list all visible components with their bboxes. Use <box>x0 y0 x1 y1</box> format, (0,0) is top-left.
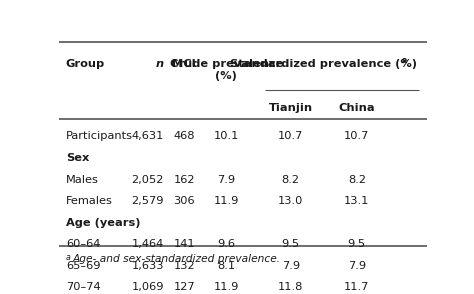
Text: 9.5: 9.5 <box>348 239 366 249</box>
Text: 9.6: 9.6 <box>218 239 236 249</box>
Text: Age- and sex-standardized prevalence.: Age- and sex-standardized prevalence. <box>72 254 280 264</box>
Text: 10.7: 10.7 <box>278 131 303 141</box>
Text: Age (years): Age (years) <box>66 218 140 228</box>
Text: Participants: Participants <box>66 131 133 141</box>
Text: 1,069: 1,069 <box>131 282 164 292</box>
Text: 10.1: 10.1 <box>214 131 239 141</box>
Text: Standardized prevalence (%): Standardized prevalence (%) <box>230 59 417 69</box>
Text: 10.7: 10.7 <box>344 131 370 141</box>
Text: Group: Group <box>66 59 105 69</box>
Text: 11.8: 11.8 <box>278 282 303 292</box>
Text: 306: 306 <box>173 196 195 206</box>
Text: n: n <box>156 59 164 69</box>
Text: 13.0: 13.0 <box>278 196 303 206</box>
Text: 468: 468 <box>173 131 195 141</box>
Text: MCI: MCI <box>172 59 196 69</box>
Text: 70–74: 70–74 <box>66 282 100 292</box>
Text: 7.9: 7.9 <box>348 260 366 270</box>
Text: a: a <box>401 56 407 65</box>
Text: 127: 127 <box>173 282 195 292</box>
Text: 11.9: 11.9 <box>214 196 239 206</box>
Text: 1,633: 1,633 <box>131 260 164 270</box>
Text: Females: Females <box>66 196 113 206</box>
Text: 7.9: 7.9 <box>282 260 300 270</box>
Text: Tianjin: Tianjin <box>269 103 313 113</box>
Text: 65–69: 65–69 <box>66 260 100 270</box>
Text: 9.5: 9.5 <box>282 239 300 249</box>
Text: 13.1: 13.1 <box>344 196 370 206</box>
Text: 60–64: 60–64 <box>66 239 100 249</box>
Text: China: China <box>338 103 375 113</box>
Text: 8.1: 8.1 <box>218 260 236 270</box>
Text: 4,631: 4,631 <box>132 131 164 141</box>
Text: 8.2: 8.2 <box>348 175 366 185</box>
Text: 8.2: 8.2 <box>282 175 300 185</box>
Text: 2,579: 2,579 <box>131 196 164 206</box>
Text: 7.9: 7.9 <box>218 175 236 185</box>
Text: 141: 141 <box>173 239 195 249</box>
Text: Males: Males <box>66 175 99 185</box>
Text: 11.9: 11.9 <box>214 282 239 292</box>
Text: 132: 132 <box>173 260 195 270</box>
Text: 1,464: 1,464 <box>132 239 164 249</box>
Text: a: a <box>66 253 71 262</box>
Text: Sex: Sex <box>66 153 89 163</box>
Text: 2,052: 2,052 <box>132 175 164 185</box>
Text: 11.7: 11.7 <box>344 282 370 292</box>
Text: 162: 162 <box>173 175 195 185</box>
Text: Crude prevalence
(%): Crude prevalence (%) <box>170 59 283 81</box>
